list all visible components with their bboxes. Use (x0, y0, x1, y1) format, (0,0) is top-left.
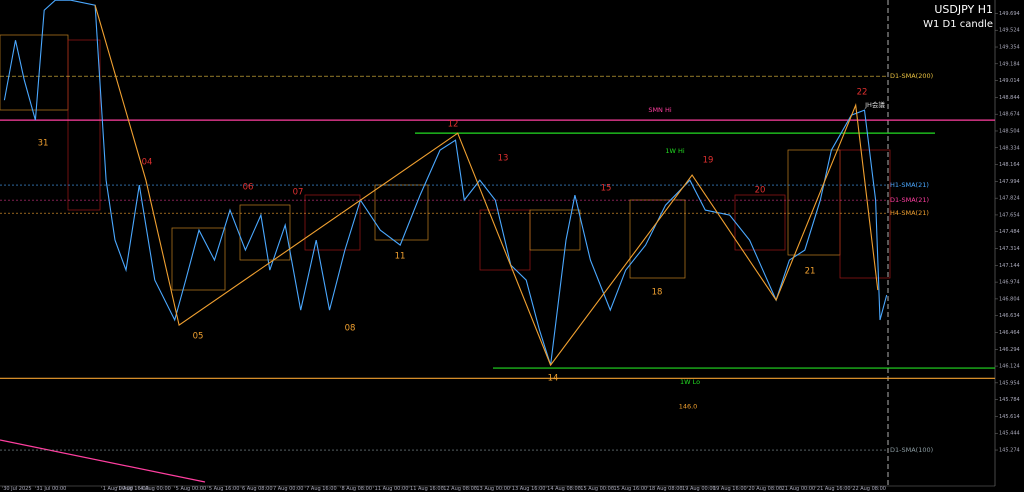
y-tick-label: 148.844 (999, 95, 1020, 101)
swing-label: 15 (601, 184, 612, 194)
x-tick-label: 11 Aug 16:00 (410, 486, 444, 492)
swing-label: 21 (805, 267, 816, 277)
swing-label: 06 (243, 183, 254, 193)
swing-label: 08 (345, 324, 356, 334)
level-label: SMN Hi (648, 106, 672, 114)
x-tick-label: 21 Aug 16:00 (817, 486, 851, 492)
x-tick-label: 1 Aug 00:00 (103, 486, 134, 492)
level-label: 146.0 (679, 402, 698, 410)
x-tick-label: 19 Aug 00:00 (682, 486, 716, 492)
y-tick-label: 147.654 (999, 212, 1020, 218)
swing-label: 12 (448, 120, 459, 130)
swing-label: 13 (498, 154, 509, 164)
x-tick-label: 7 Aug 00:00 (273, 486, 304, 492)
level-label: D1-SMA(200) (890, 72, 933, 80)
y-tick-label: 149.354 (999, 45, 1020, 51)
y-tick-label: 148.504 (999, 128, 1020, 134)
x-tick-label: 4 Aug 00:00 (140, 486, 171, 492)
candle-box (67, 39, 101, 211)
x-tick-label: 22 Aug 08:00 (852, 486, 886, 492)
x-tick-label: 13 Aug 00:00 (476, 486, 510, 492)
x-tick-label: 5 Aug 16:00 (209, 486, 240, 492)
y-tick-label: 145.614 (999, 414, 1020, 420)
price-line (94, 5, 879, 367)
x-tick-label: 11 Aug 00:00 (375, 486, 409, 492)
x-tick-label: 7 Aug 16:00 (306, 486, 337, 492)
y-tick-label: 146.124 (999, 364, 1020, 370)
y-tick-label: 149.524 (999, 28, 1020, 34)
candle-box (239, 204, 291, 261)
candle-box (304, 194, 361, 251)
level-label: 1W Lo (680, 378, 700, 386)
x-tick-label: 15 Aug 16:00 (613, 486, 647, 492)
y-tick-label: 147.144 (999, 263, 1020, 269)
level-label: H4-SMA(21) (890, 209, 929, 217)
y-tick-label: 145.954 (999, 380, 1020, 386)
y-tick-label: 145.274 (999, 448, 1020, 454)
x-tick-label: 1 Aug 16:00 (118, 486, 149, 492)
y-tick-label: 146.464 (999, 330, 1020, 336)
level-label: H1-SMA(21) (890, 181, 929, 189)
y-tick-label: 148.674 (999, 112, 1020, 118)
y-tick-label: 145.784 (999, 397, 1020, 403)
y-tick-label: 146.634 (999, 313, 1020, 319)
swing-label: 04 (142, 158, 153, 168)
y-tick-label: 149.014 (999, 78, 1020, 84)
x-tick-label: 19 Aug 16:00 (713, 486, 747, 492)
chart-title: USDJPY H1 (934, 3, 993, 16)
candle-box (529, 209, 581, 251)
y-tick-label: 145.444 (999, 431, 1020, 437)
y-tick-label: 146.804 (999, 296, 1020, 302)
x-tick-label: 18 Aug 08:00 (649, 486, 683, 492)
swing-label: 19 (703, 156, 714, 166)
y-tick-label: 149.694 (999, 11, 1020, 17)
x-tick-label: 5 Aug 00:00 (176, 486, 207, 492)
level-label: 1W Hi (665, 147, 685, 155)
y-tick-label: 147.994 (999, 179, 1020, 185)
swing-label: 22 (857, 88, 868, 98)
swing-label: 14 (548, 374, 559, 384)
y-tick-label: 147.824 (999, 196, 1020, 202)
swing-label: 31 (38, 139, 49, 149)
swing-label: 07 (293, 188, 304, 198)
x-tick-label: 15 Aug 00:00 (580, 486, 614, 492)
swing-label: 20 (755, 186, 766, 196)
swing-label: 11 (395, 252, 406, 262)
x-tick-label: 14 Aug 08:00 (547, 486, 581, 492)
swing-label: JH会議 (864, 100, 885, 109)
x-tick-label: 20 Aug 08:00 (748, 486, 782, 492)
y-tick-label: 147.484 (999, 229, 1020, 235)
chart-subtitle: W1 D1 candle (923, 19, 993, 30)
level-label: D1-SMA(21) (890, 196, 929, 204)
candle-box (839, 149, 891, 279)
candle-boxes (0, 34, 891, 291)
x-tick-label: 6 Aug 08:00 (242, 486, 273, 492)
y-tick-label: 146.974 (999, 280, 1020, 286)
y-tick-label: 147.314 (999, 246, 1020, 252)
x-tick-label: 13 Aug 16:00 (512, 486, 546, 492)
x-tick-label: 21 Aug 00:00 (782, 486, 816, 492)
level-label: D1-SMA(100) (890, 446, 933, 454)
ma-line (0, 439, 206, 483)
x-tick-label: 31 Jul 00:00 (36, 486, 66, 492)
candle-box (171, 227, 226, 291)
price-line (3, 0, 888, 366)
y-tick-label: 148.164 (999, 162, 1020, 168)
y-tick-label: 146.294 (999, 347, 1020, 353)
y-tick-label: 148.334 (999, 145, 1020, 151)
x-tick-label: 30 Jul 2025 (3, 486, 31, 492)
x-tick-label: 12 Aug 08:00 (443, 486, 477, 492)
swing-label: 18 (652, 288, 663, 298)
y-tick-label: 149.184 (999, 61, 1020, 67)
swing-label: 05 (193, 332, 204, 342)
x-tick-label: 8 Aug 08:00 (342, 486, 373, 492)
